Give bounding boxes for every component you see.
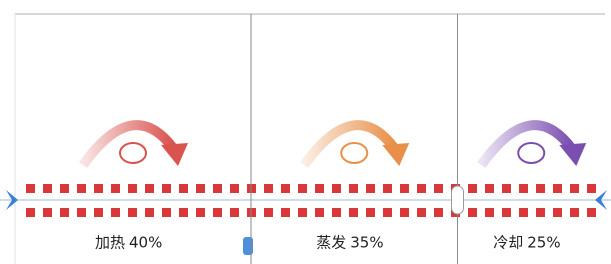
dot	[94, 184, 103, 193]
dot	[145, 184, 154, 193]
dot	[553, 184, 562, 193]
dot	[434, 184, 443, 193]
dot	[298, 184, 307, 193]
dot	[485, 208, 494, 217]
dot	[570, 184, 579, 193]
dot	[111, 208, 120, 217]
dot	[60, 208, 69, 217]
dot	[417, 184, 426, 193]
dot	[162, 208, 171, 217]
dot	[298, 208, 307, 217]
droplet	[120, 143, 146, 163]
process-diagram: 加热40% 蒸发35% 冷却25%	[0, 0, 611, 264]
dot	[145, 208, 154, 217]
dot	[587, 184, 596, 193]
dot	[213, 184, 222, 193]
dot	[502, 184, 511, 193]
dot	[332, 184, 341, 193]
dot	[179, 208, 188, 217]
dot	[485, 184, 494, 193]
dot	[230, 208, 239, 217]
dot	[332, 208, 341, 217]
dot	[570, 208, 579, 217]
dot	[43, 208, 52, 217]
dot	[264, 184, 273, 193]
dot	[230, 184, 239, 193]
dot	[502, 208, 511, 217]
stage-name: 加热	[95, 234, 125, 252]
dot	[519, 184, 528, 193]
dot	[400, 184, 409, 193]
dot	[383, 208, 392, 217]
dot	[553, 208, 562, 217]
dot	[281, 208, 290, 217]
dot	[400, 208, 409, 217]
stage-percent: 25%	[527, 234, 560, 252]
dot	[43, 184, 52, 193]
dot	[60, 184, 69, 193]
dot	[587, 208, 596, 217]
dot	[417, 208, 426, 217]
dot	[162, 184, 171, 193]
dot	[349, 184, 358, 193]
dot	[77, 208, 86, 217]
dot	[179, 184, 188, 193]
dot	[468, 184, 477, 193]
dot	[26, 184, 35, 193]
dot	[128, 184, 137, 193]
dot	[94, 208, 103, 217]
dot	[366, 208, 375, 217]
junction-capsule	[452, 186, 464, 214]
dot	[196, 184, 205, 193]
dot	[77, 184, 86, 193]
stage-percent: 40%	[129, 234, 162, 252]
dot	[213, 208, 222, 217]
dot	[536, 208, 545, 217]
dot	[366, 184, 375, 193]
droplet	[518, 143, 544, 163]
dot	[281, 184, 290, 193]
dot	[315, 208, 324, 217]
dot	[349, 208, 358, 217]
stage-percent: 35%	[350, 234, 383, 252]
droplet	[341, 143, 367, 163]
dot	[26, 208, 35, 217]
dot	[434, 208, 443, 217]
dot	[519, 208, 528, 217]
dot	[536, 184, 545, 193]
dot	[128, 208, 137, 217]
stage-name: 蒸发	[316, 234, 346, 252]
dot	[383, 184, 392, 193]
dot	[468, 208, 477, 217]
dot	[315, 184, 324, 193]
dot	[196, 208, 205, 217]
dot	[264, 208, 273, 217]
stage-name: 冷却	[493, 234, 523, 252]
dot	[111, 184, 120, 193]
